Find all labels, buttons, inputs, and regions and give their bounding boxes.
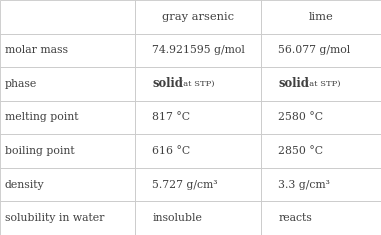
Bar (261, 0, 381, 34)
Bar (261, 101, 381, 134)
Text: 3.3 g/cm³: 3.3 g/cm³ (278, 180, 330, 190)
Text: solubility in water: solubility in water (5, 213, 104, 223)
Bar (0, 101, 135, 134)
Text: gray arsenic: gray arsenic (162, 12, 234, 22)
Bar (135, 101, 261, 134)
Text: 74.921595 g/mol: 74.921595 g/mol (152, 45, 245, 55)
Text: (at STP): (at STP) (306, 80, 340, 88)
Bar (0, 134, 135, 168)
Bar (135, 134, 261, 168)
Bar (261, 201, 381, 235)
Text: lime: lime (309, 12, 333, 22)
Bar (0, 67, 135, 101)
Text: (at STP): (at STP) (180, 80, 215, 88)
Text: density: density (5, 180, 45, 190)
Text: 5.727 g/cm³: 5.727 g/cm³ (152, 180, 218, 190)
Text: 56.077 g/mol: 56.077 g/mol (278, 45, 351, 55)
Bar (261, 134, 381, 168)
Text: 2580 °C: 2580 °C (278, 113, 323, 122)
Text: 2850 °C: 2850 °C (278, 146, 323, 156)
Bar (135, 34, 261, 67)
Bar (0, 34, 135, 67)
Text: insoluble: insoluble (152, 213, 202, 223)
Text: 817 °C: 817 °C (152, 113, 190, 122)
Text: reacts: reacts (278, 213, 312, 223)
Text: solid: solid (152, 77, 183, 90)
Text: boiling point: boiling point (5, 146, 75, 156)
Text: 616 °C: 616 °C (152, 146, 190, 156)
Bar (261, 67, 381, 101)
Text: melting point: melting point (5, 113, 78, 122)
Bar (0, 201, 135, 235)
Bar (135, 201, 261, 235)
Text: solid: solid (278, 77, 309, 90)
Bar (0, 168, 135, 201)
Bar (261, 34, 381, 67)
Bar (135, 0, 261, 34)
Bar (135, 67, 261, 101)
Bar (135, 168, 261, 201)
Bar (261, 168, 381, 201)
Text: molar mass: molar mass (5, 45, 68, 55)
Text: phase: phase (5, 79, 37, 89)
Bar (0, 0, 135, 34)
